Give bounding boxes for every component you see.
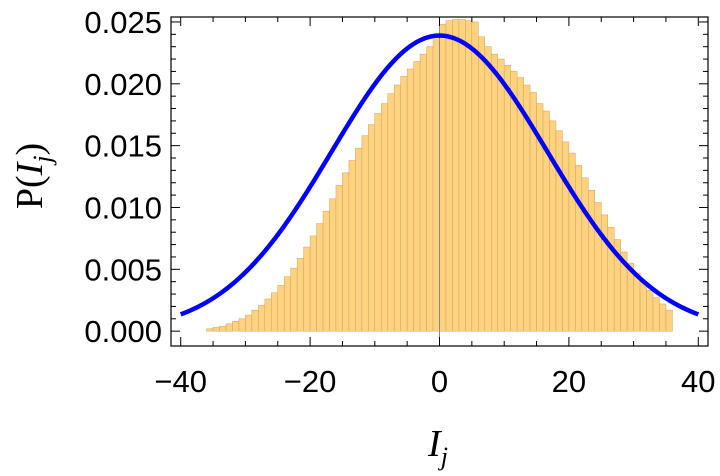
histogram-bar	[659, 303, 667, 332]
histogram-bar	[491, 53, 498, 332]
histogram-bar	[581, 177, 589, 332]
histogram-bar	[426, 46, 434, 332]
histogram-bar	[283, 276, 291, 332]
histogram-bar	[646, 290, 654, 332]
y-tick-label: 0.000	[84, 314, 162, 349]
histogram-bar	[439, 24, 447, 332]
axis-ticks	[171, 17, 708, 346]
histogram-bar	[245, 314, 253, 332]
histogram-bar	[329, 198, 337, 332]
x-tick-labels: −40 −20 0 20 40	[154, 364, 715, 399]
x-axis-title: Ij	[427, 423, 448, 471]
y-tick-label: 0.020	[84, 67, 162, 102]
x-tick-label: −40	[154, 364, 207, 399]
y-tick-label: 0.010	[84, 191, 162, 226]
gaussian-fit-curve	[179, 33, 700, 317]
y-tick-labels: 0.000 0.005 0.010 0.015 0.020 0.025	[84, 5, 162, 349]
histogram-bar	[368, 124, 376, 332]
histogram-bar	[445, 20, 453, 332]
histogram-bars	[206, 19, 673, 332]
histogram-bar	[484, 46, 492, 332]
histogram-bar	[374, 113, 382, 332]
histogram-bar	[225, 323, 233, 332]
histogram-bar	[271, 292, 278, 332]
histogram-bar	[555, 130, 563, 332]
histogram-bar	[503, 64, 511, 332]
histogram-bar	[432, 36, 440, 332]
histogram-bar	[419, 53, 427, 332]
x-tick-label: 0	[431, 364, 448, 399]
histogram-bar	[568, 152, 576, 332]
histogram-bar	[303, 246, 311, 332]
histogram-bar	[458, 19, 466, 332]
histogram-bar	[633, 272, 641, 332]
histogram-bar	[471, 21, 479, 332]
histogram-bar	[206, 328, 214, 332]
histogram-bar	[361, 135, 369, 332]
histogram-bar	[258, 304, 266, 332]
histogram-bar	[665, 309, 673, 332]
y-axis-title: P(Ij)	[9, 143, 57, 209]
histogram-bar	[575, 165, 583, 332]
histogram-bar	[290, 267, 298, 332]
histogram-bar	[516, 77, 524, 332]
histogram-bar	[251, 309, 259, 332]
histogram-bar	[238, 318, 246, 332]
histogram-bar	[277, 285, 285, 332]
histogram-bar	[393, 84, 401, 332]
histogram-bar	[212, 327, 220, 332]
x-tick-label: 20	[552, 364, 586, 399]
histogram-bar	[316, 223, 324, 332]
histogram-bar	[562, 141, 570, 332]
histogram-bar	[400, 76, 408, 332]
histogram-bar	[588, 189, 596, 332]
histogram-bar	[264, 298, 272, 332]
histogram-bar	[452, 19, 460, 332]
histogram-bar	[335, 184, 343, 332]
histogram-bar	[355, 147, 363, 332]
histogram-bar	[465, 20, 473, 332]
histogram-bar	[381, 103, 388, 332]
histogram-bar	[219, 325, 227, 332]
x-tick-label: 40	[681, 364, 715, 399]
histogram-bar	[413, 61, 421, 332]
y-tick-label: 0.005	[84, 252, 162, 287]
x-tick-label: −20	[284, 364, 337, 399]
histogram-bar	[348, 160, 356, 332]
histogram-bar	[309, 235, 317, 332]
histogram-bar	[232, 321, 240, 332]
histogram-bar	[387, 93, 395, 332]
histogram-bar	[497, 58, 505, 332]
histogram-bar	[639, 281, 647, 332]
histogram-bar	[406, 68, 414, 332]
histogram-bar	[342, 172, 350, 332]
histogram-bar	[594, 202, 602, 332]
histogram-bar	[296, 257, 304, 332]
histogram-bar	[652, 297, 660, 332]
histogram-bar	[510, 71, 518, 332]
histogram-bar	[478, 36, 486, 332]
y-tick-label: 0.025	[84, 5, 162, 40]
y-tick-label: 0.015	[84, 129, 162, 164]
histogram-bar	[322, 210, 330, 332]
